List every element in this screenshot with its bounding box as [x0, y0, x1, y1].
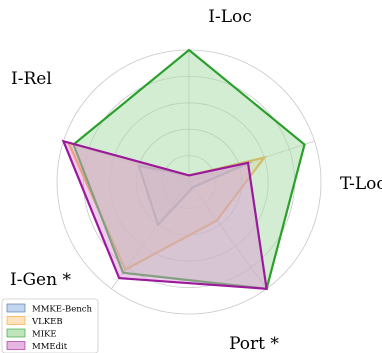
- legend-swatch-vlkeb: [6, 316, 26, 325]
- legend: MMKE-Bench VLKEB MIKE MMEdit: [1, 298, 99, 353]
- legend-swatch-mmke-bench: [6, 303, 26, 313]
- legend-label-vlkeb: VLKEB: [31, 317, 63, 327]
- legend-swatch-mmedit: [6, 341, 26, 350]
- axis-label-t-loc: T-Loc: [340, 174, 382, 194]
- axis-label-i-gen: I-Gen *: [10, 270, 71, 290]
- axis-labels: I-Loc T-Loc Port * I-Gen * I-Rel: [10, 7, 382, 353]
- legend-label-mike: MIKE: [32, 330, 57, 340]
- legend-label-mmedit: MMEdit: [32, 342, 68, 352]
- axis-label-i-rel: I-Rel: [11, 69, 52, 89]
- axis-label-i-loc: I-Loc: [208, 7, 252, 27]
- legend-swatch-mike: [6, 328, 26, 338]
- series-mmedit-polygon: [61, 139, 268, 290]
- legend-box: [1, 298, 99, 353]
- legend-label-mmke-bench: MMKE-Bench: [32, 305, 93, 315]
- axis-label-port: Port *: [229, 334, 279, 353]
- radar-series: [61, 48, 306, 290]
